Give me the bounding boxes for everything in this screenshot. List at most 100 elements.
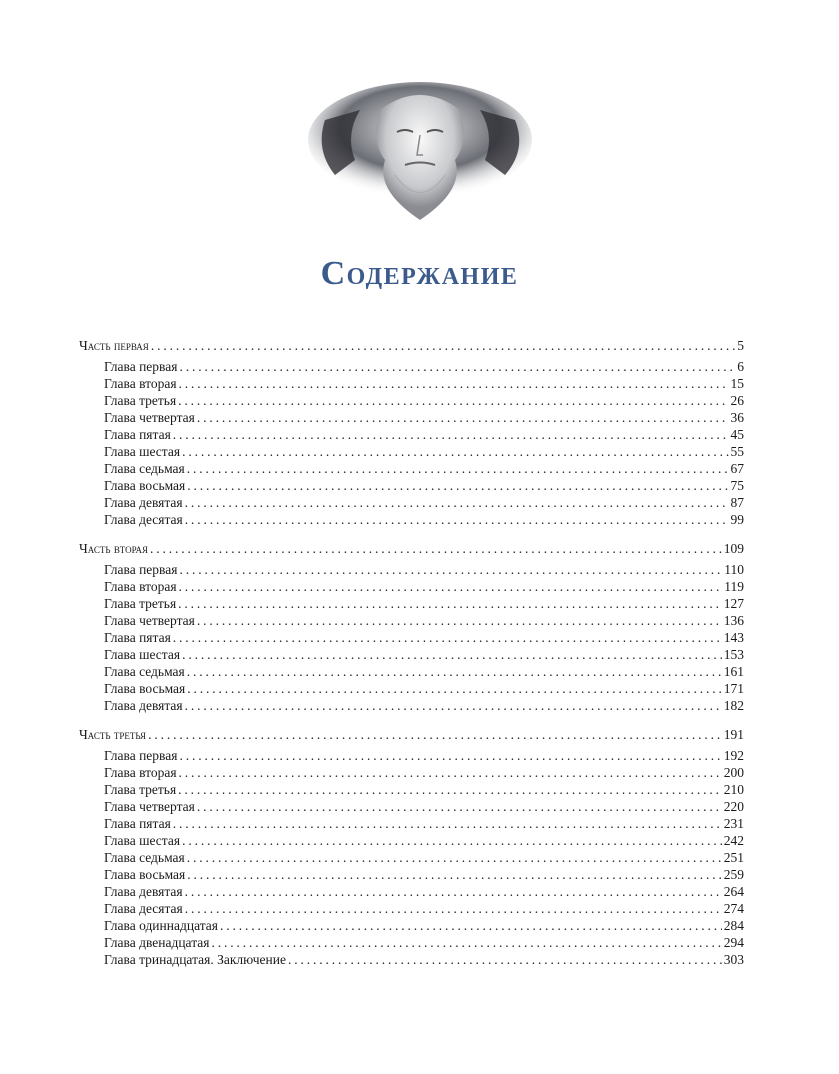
toc-chapter-entry[interactable]: Глава четвертая 36 (79, 409, 744, 426)
entry-title: Глава пятая (104, 630, 171, 645)
page-number: 251 (723, 850, 744, 865)
entry-title: Глава десятая (104, 512, 183, 527)
entry-title: Глава первая (104, 748, 178, 763)
toc-chapter-entry[interactable]: Глава пятая 45 (79, 426, 744, 443)
statue-head-illustration (308, 82, 532, 220)
toc-chapter-entry[interactable]: Глава третья 210 (79, 781, 744, 798)
dot-leader (148, 726, 722, 743)
toc-chapter-entry[interactable]: Глава пятая 143 (79, 629, 744, 646)
toc-chapter-entry[interactable]: Глава вторая 15 (79, 375, 744, 392)
entry-title: Глава четвертая (104, 799, 195, 814)
entry-title: Глава восьмая (104, 681, 186, 696)
dot-leader (179, 764, 722, 781)
toc-part-entry[interactable]: Часть первая 5 (79, 337, 744, 354)
page-number: 136 (723, 613, 744, 628)
page-number: 5 (737, 338, 744, 353)
entry-title: Глава тринадцатая. Заключение (104, 952, 286, 967)
dot-leader (182, 832, 722, 849)
entry-title: Глава шестая (104, 444, 181, 459)
page-number: 119 (724, 579, 744, 594)
entry-title: Глава первая (104, 562, 178, 577)
toc-chapter-entry[interactable]: Глава первая 6 (79, 358, 744, 375)
toc-chapter-entry[interactable]: Глава двенадцатая 294 (79, 934, 744, 951)
toc-chapter-entry[interactable]: Глава третья 127 (79, 595, 744, 612)
toc-chapter-entry[interactable]: Глава девятая 182 (79, 697, 744, 714)
dot-leader (182, 443, 728, 460)
entry-title: Глава вторая (104, 376, 177, 391)
dot-leader (182, 646, 722, 663)
toc-chapter-entry[interactable]: Глава четвертая 136 (79, 612, 744, 629)
page-number: 161 (723, 664, 744, 679)
toc-chapter-entry[interactable]: Глава четвертая 220 (79, 798, 744, 815)
dot-leader (179, 375, 729, 392)
entry-title: Глава шестая (104, 647, 181, 662)
page-number: 192 (723, 748, 744, 763)
toc-chapter-entry[interactable]: Глава восьмая 75 (79, 477, 744, 494)
toc-part-entry[interactable]: Часть третья 191 (79, 726, 744, 743)
toc-chapter-entry[interactable]: Глава третья 26 (79, 392, 744, 409)
dot-leader (150, 540, 722, 557)
entry-title: Глава четвертая (104, 410, 195, 425)
page-number: 171 (723, 681, 744, 696)
dot-leader (187, 680, 721, 697)
entry-title: Глава первая (104, 359, 178, 374)
page-number: 127 (723, 596, 744, 611)
entry-title: Глава седьмая (104, 664, 185, 679)
toc-chapter-entry[interactable]: Глава пятая 231 (79, 815, 744, 832)
toc-chapter-entry[interactable]: Глава шестая 153 (79, 646, 744, 663)
entry-title: Глава седьмая (104, 850, 185, 865)
toc-chapter-entry[interactable]: Глава вторая 119 (79, 578, 744, 595)
toc-chapter-entry[interactable]: Глава одиннадцатая 284 (79, 917, 744, 934)
toc-chapter-entry[interactable]: Глава седьмая 251 (79, 849, 744, 866)
toc-chapter-entry[interactable]: Глава десятая 99 (79, 511, 744, 528)
dot-leader (179, 747, 721, 764)
entry-title: Глава вторая (104, 579, 177, 594)
toc-chapter-entry[interactable]: Глава шестая 242 (79, 832, 744, 849)
toc-chapter-entry[interactable]: Глава десятая 274 (79, 900, 744, 917)
entry-title: Часть третья (79, 727, 147, 742)
toc-chapter-entry[interactable]: Глава шестая 55 (79, 443, 744, 460)
toc-chapter-entry[interactable]: Глава девятая 264 (79, 883, 744, 900)
entry-title: Глава одиннадцатая (104, 918, 218, 933)
dot-leader (288, 951, 722, 968)
dot-leader (179, 358, 735, 375)
page-title: Содержание (320, 255, 519, 292)
page-number: 242 (723, 833, 744, 848)
dot-leader (197, 612, 722, 629)
entry-title: Глава седьмая (104, 461, 185, 476)
dot-leader (185, 883, 722, 900)
toc-chapter-entry[interactable]: Глава вторая 200 (79, 764, 744, 781)
page-number: 200 (723, 765, 744, 780)
dot-leader (185, 697, 722, 714)
entry-title: Глава пятая (104, 816, 171, 831)
dot-leader (187, 460, 729, 477)
dot-leader (187, 663, 722, 680)
page-number: 99 (730, 512, 745, 527)
entry-title: Часть вторая (79, 541, 148, 556)
dot-leader (173, 815, 722, 832)
dot-leader (197, 798, 722, 815)
entry-title: Глава двенадцатая (104, 935, 210, 950)
page-number: 220 (723, 799, 744, 814)
dot-leader (173, 629, 722, 646)
page-number: 6 (737, 359, 744, 374)
page-number: 87 (730, 495, 745, 510)
entry-title: Глава третья (104, 782, 177, 797)
toc-chapter-entry[interactable]: Глава девятая 87 (79, 494, 744, 511)
toc-part-entry[interactable]: Часть вторая 109 (79, 540, 744, 557)
dot-leader (185, 900, 722, 917)
toc-chapter-entry[interactable]: Глава первая 110 (79, 561, 744, 578)
toc-chapter-entry[interactable]: Глава восьмая 171 (79, 680, 744, 697)
entry-title: Часть первая (79, 338, 149, 353)
toc-chapter-entry[interactable]: Глава первая 192 (79, 747, 744, 764)
page-number: 67 (730, 461, 745, 476)
toc-chapter-entry[interactable]: Глава седьмая 67 (79, 460, 744, 477)
page-number: 191 (723, 727, 744, 742)
page-number: 210 (723, 782, 744, 797)
page-number: 284 (723, 918, 744, 933)
dot-leader (185, 494, 729, 511)
page-number: 259 (723, 867, 744, 882)
toc-chapter-entry[interactable]: Глава тринадцатая. Заключение 303 (79, 951, 744, 968)
toc-chapter-entry[interactable]: Глава седьмая 161 (79, 663, 744, 680)
toc-chapter-entry[interactable]: Глава восьмая 259 (79, 866, 744, 883)
